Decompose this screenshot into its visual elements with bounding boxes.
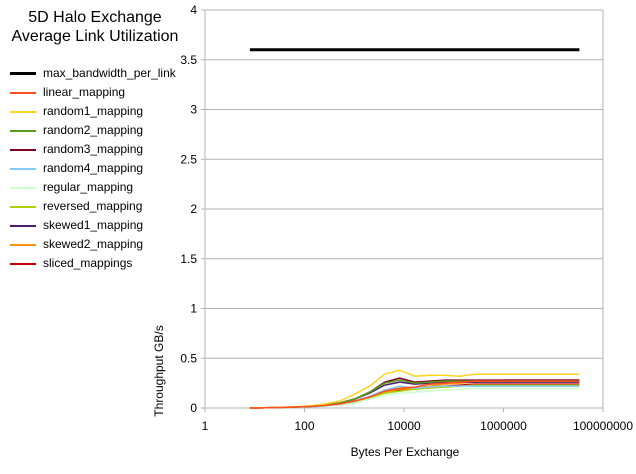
legend-label: random1_mapping <box>43 104 144 118</box>
y-axis-label: Throughput GB/s <box>152 325 166 416</box>
y-tick-label: 1 <box>190 302 197 316</box>
chart-title: 5D Halo Exchange Average Link Utilizatio… <box>0 8 190 46</box>
y-tick-label: 0 <box>190 401 197 415</box>
series-lines <box>249 48 580 409</box>
chart-title-line-2: Average Link Utilization <box>11 28 179 45</box>
y-tick-label: 2.5 <box>180 152 197 166</box>
legend-label: regular_mapping <box>43 180 134 194</box>
legend-label: linear_mapping <box>43 85 126 99</box>
legend-swatch <box>10 187 36 189</box>
y-grid-lines <box>205 9 603 409</box>
y-tick-label: 4 <box>190 3 197 17</box>
legend-swatch <box>10 92 36 94</box>
chart-title-line-1: 5D Halo Exchange <box>28 9 162 26</box>
legend-label: random2_mapping <box>43 123 144 137</box>
legend-swatch <box>10 72 36 75</box>
legend-label: reversed_mapping <box>43 199 143 213</box>
legend-label: skewed1_mapping <box>43 218 144 232</box>
legend-label: random4_mapping <box>43 161 144 175</box>
legend-swatch <box>10 168 36 170</box>
legend-swatch <box>10 130 36 132</box>
axes <box>201 9 604 412</box>
y-tick-label: 3 <box>190 103 197 117</box>
y-tick-label: 0.5 <box>180 351 197 365</box>
legend-swatch <box>10 111 36 113</box>
x-tick-label: 100 <box>294 419 314 433</box>
legend-label: max_bandwidth_per_link <box>43 66 176 80</box>
legend-swatch <box>10 149 36 151</box>
y-tick-label: 1.5 <box>180 252 197 266</box>
legend-label: sliced_mappings <box>43 256 133 270</box>
x-tick-label: 10000 <box>387 419 421 433</box>
legend-label: random3_mapping <box>43 142 144 156</box>
legend-swatch <box>10 225 36 227</box>
x-tick-label: 1000000 <box>480 419 527 433</box>
series-line-regular-mapping <box>249 387 580 409</box>
y-tick-label: 3.5 <box>180 53 197 67</box>
x-axis-label: Bytes Per Exchange <box>351 445 460 459</box>
y-tick-label: 2 <box>190 202 197 216</box>
x-tick-label: 100000000 <box>573 419 633 433</box>
legend-swatch <box>10 263 36 265</box>
legend-swatch <box>10 206 36 208</box>
x-tick-label: 1 <box>202 419 209 433</box>
legend-label: skewed2_mapping <box>43 237 144 251</box>
series-line-linear-mapping <box>249 380 580 409</box>
legend-swatch <box>10 244 36 246</box>
tick-labels: 0 0.5 1 1.5 2 2.5 3 3.5 4 1 100 10000 1000000 1000000… <box>180 3 633 433</box>
